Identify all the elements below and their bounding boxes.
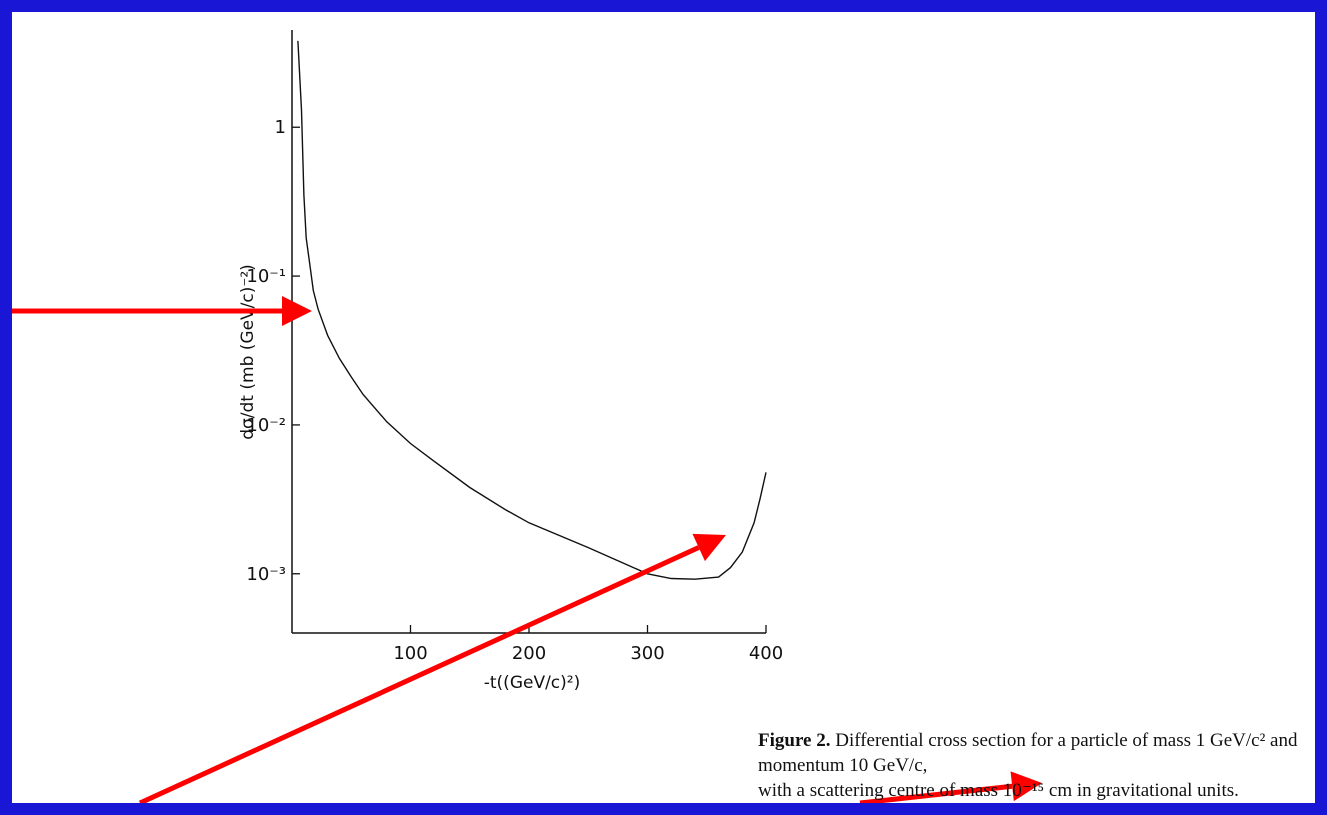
chart-axes <box>291 30 766 634</box>
figure-label: Figure 2. <box>758 730 831 751</box>
caption-text-1: Differential cross section for a particl… <box>758 730 1298 776</box>
x-tick-label-2: 300 <box>630 643 664 664</box>
arrow-bottom-right <box>859 771 1042 803</box>
chart: 100 200 300 400 110⁻¹10⁻²10⁻³ -t((GeV/c)²) … <box>12 30 1042 803</box>
x-tick-label-1: 200 <box>512 643 546 664</box>
figure-caption: Figure 2. Differential cross section for… <box>758 728 1327 803</box>
x-tick-label-0: 100 <box>393 643 427 664</box>
x-axis-label: -t((GeV/c)²) <box>484 673 580 693</box>
y-tick-label-2: 10⁻² <box>246 415 286 436</box>
annotation-arrows <box>12 296 1042 803</box>
figure-page: 100 200 300 400 1 10⁻¹ 10⁻² 10⁻³ -t((GeV/c)²) … <box>12 12 1315 803</box>
arrow-diagonal <box>138 533 726 803</box>
y-tick-label-1: 10⁻¹ <box>246 266 286 287</box>
y-tick-label-0: 1 <box>275 117 286 138</box>
caption-text-2: with a scattering centre of mass 10⁻¹⁵ c… <box>758 780 1239 801</box>
x-tick-label-3: 400 <box>749 643 783 664</box>
caption-line-1: Figure 2. Differential cross section for… <box>758 728 1327 778</box>
y-tick-label-3: 10⁻³ <box>246 564 286 585</box>
x-ticks: 100 200 300 400 <box>393 625 783 664</box>
y-axis-label: dσ/dt (mb (GeV/c)⁻²) <box>238 264 258 440</box>
series-line <box>297 40 767 580</box>
y-ticks: 1 10⁻¹ 10⁻² 10⁻³ <box>246 117 300 585</box>
arrow-left <box>12 296 312 326</box>
caption-line-2: with a scattering centre of mass 10⁻¹⁵ c… <box>758 778 1327 803</box>
